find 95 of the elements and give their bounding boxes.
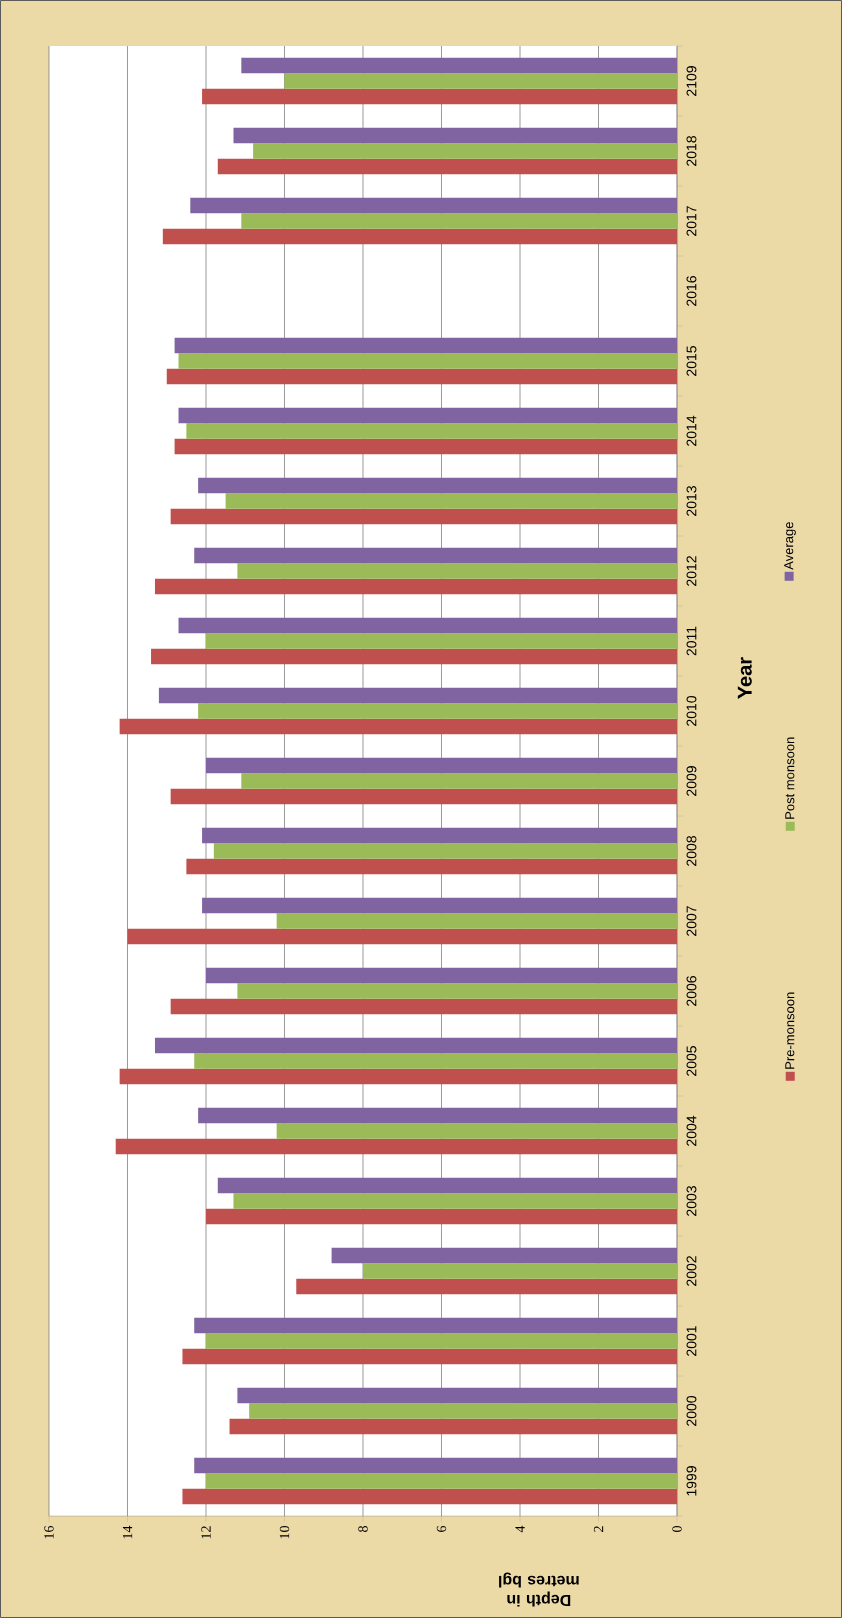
bar xyxy=(198,1107,677,1124)
bar xyxy=(154,578,677,595)
bar xyxy=(170,508,677,525)
bar xyxy=(331,1247,677,1264)
bar xyxy=(217,1177,677,1194)
bar xyxy=(174,337,677,354)
y-tick-label: 2011 xyxy=(686,626,697,656)
x-tick-label: 12 xyxy=(201,1526,211,1539)
bar xyxy=(206,757,677,774)
bar xyxy=(276,913,677,929)
bar xyxy=(119,718,677,735)
bar xyxy=(202,827,677,844)
bar xyxy=(233,127,677,144)
y-tick-label: 2008 xyxy=(686,836,697,866)
bar xyxy=(296,1278,677,1295)
text: Average xyxy=(784,522,796,570)
y-tick-label: 2109 xyxy=(686,66,697,96)
text: Post monsoon xyxy=(785,737,795,819)
bar xyxy=(194,1457,677,1474)
bar xyxy=(194,547,677,564)
bar xyxy=(170,788,677,805)
bar xyxy=(241,213,677,229)
bar xyxy=(284,73,677,89)
y-tick-label: 1999 xyxy=(686,1466,697,1496)
y-tick-label: 2003 xyxy=(686,1186,697,1216)
bar xyxy=(154,1037,677,1054)
bar xyxy=(115,1138,677,1155)
bar xyxy=(198,703,677,719)
bar xyxy=(206,633,677,649)
x-tick-label: 16 xyxy=(44,1525,54,1539)
y-tick-label: 2007 xyxy=(686,906,697,936)
bar xyxy=(206,967,677,984)
x-tick-label: 0 xyxy=(672,1526,682,1533)
bar xyxy=(206,1333,677,1349)
bar xyxy=(241,57,677,74)
y-axis-title: Year xyxy=(737,657,752,699)
bar xyxy=(119,1068,677,1085)
y-tick-label: 2001 xyxy=(686,1326,697,1356)
bar xyxy=(237,563,677,579)
bar xyxy=(253,143,677,159)
bar xyxy=(237,1387,677,1404)
bar xyxy=(237,983,677,999)
bar xyxy=(190,197,677,214)
bar xyxy=(206,1208,677,1225)
y-tick-label: 2009 xyxy=(686,766,697,796)
y-tick-label: 2002 xyxy=(686,1256,697,1286)
y-tick-label: 2018 xyxy=(686,136,697,166)
bar xyxy=(170,998,677,1015)
bar xyxy=(249,1403,677,1419)
bar xyxy=(166,368,677,385)
bar xyxy=(174,438,677,455)
bar xyxy=(194,1317,677,1334)
y-tick-label: 2005 xyxy=(686,1046,697,1076)
bar xyxy=(198,477,677,494)
bar xyxy=(178,407,677,424)
x-tick-label: 10 xyxy=(279,1526,290,1539)
y-tick-label: 2015 xyxy=(686,346,697,376)
bar xyxy=(206,1473,677,1489)
bar xyxy=(186,858,677,875)
y-tick-label: 2006 xyxy=(686,976,697,1006)
x-tick-label: 2 xyxy=(593,1526,604,1532)
y-tick-label: 2010 xyxy=(686,696,697,726)
bar xyxy=(363,1263,677,1279)
y-tick-label: 2000 xyxy=(686,1396,697,1426)
bar xyxy=(186,423,677,439)
bar xyxy=(178,617,677,634)
x-tick-label: 4 xyxy=(515,1525,525,1533)
y-tick-label: 2017 xyxy=(686,206,697,236)
x-axis-title: Depth in metres bgl xyxy=(499,1572,579,1607)
bar xyxy=(229,1418,677,1435)
bar xyxy=(162,228,677,245)
bar xyxy=(158,687,677,704)
bar xyxy=(202,88,677,105)
bar xyxy=(225,493,677,509)
bar xyxy=(213,843,677,859)
bar xyxy=(241,773,677,789)
y-tick-label: 2004 xyxy=(686,1115,697,1146)
bar xyxy=(217,158,677,175)
bar xyxy=(127,928,677,945)
x-tick-label: 14 xyxy=(122,1525,133,1539)
bar xyxy=(182,1488,677,1505)
bar xyxy=(233,1193,677,1209)
text: Pre-monsoon xyxy=(785,992,795,1069)
bar xyxy=(151,648,677,665)
bar xyxy=(194,1053,677,1069)
y-tick-label: 2016 xyxy=(686,276,697,306)
y-tick-label: 2013 xyxy=(686,486,697,516)
x-tick-label: 6 xyxy=(436,1525,447,1532)
y-tick-label: 2012 xyxy=(686,556,697,586)
y-tick-label: 2014 xyxy=(686,415,697,446)
bar xyxy=(202,897,677,914)
x-tick-label: 8 xyxy=(358,1526,368,1533)
bar xyxy=(178,353,677,369)
bar xyxy=(182,1348,677,1365)
bar xyxy=(276,1123,677,1139)
